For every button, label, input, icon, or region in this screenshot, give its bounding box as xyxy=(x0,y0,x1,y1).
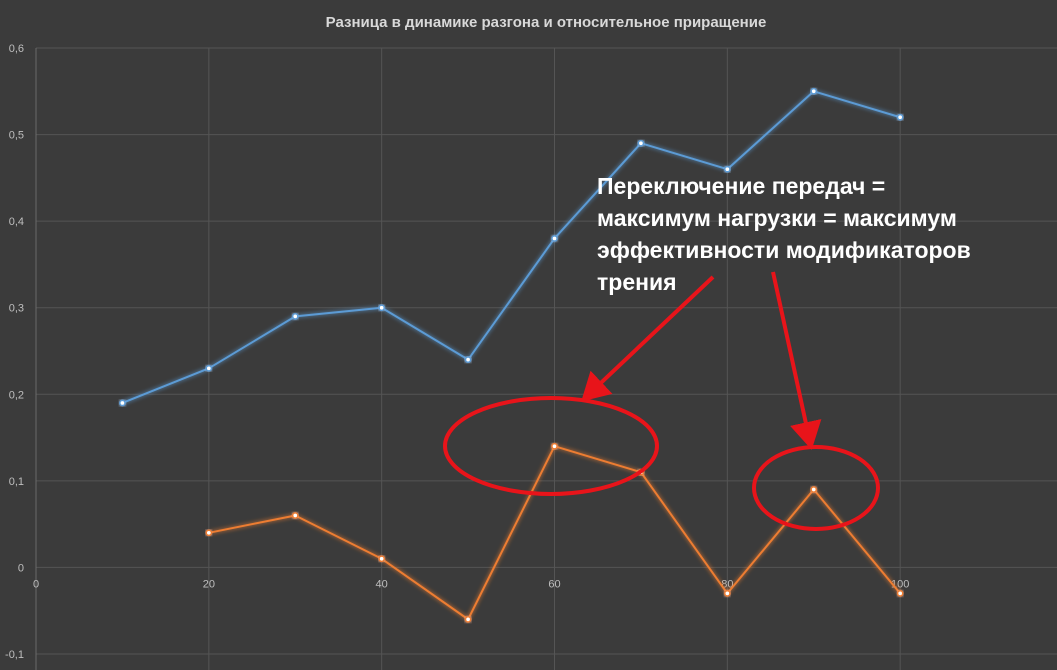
data-point xyxy=(723,590,731,597)
data-point xyxy=(637,139,645,147)
annotation-line: эффективности модификаторов xyxy=(597,237,971,263)
annotation-line: трения xyxy=(597,269,677,295)
data-point xyxy=(378,304,386,312)
data-point xyxy=(810,486,818,493)
data-point xyxy=(723,165,731,173)
data-point xyxy=(551,235,558,242)
series-line-1 xyxy=(122,90,901,404)
data-point xyxy=(291,313,299,320)
data-point xyxy=(378,555,386,563)
x-tick-label: 40 xyxy=(376,578,388,590)
highlight-ellipse-60 xyxy=(443,396,659,496)
annotation-line: максимум нагрузки = максимум xyxy=(597,205,957,231)
data-point xyxy=(464,356,472,364)
data-point xyxy=(119,399,126,407)
y-tick-label: -0,1 xyxy=(5,649,24,661)
data-point xyxy=(810,87,818,95)
y-tick-label: 0 xyxy=(18,562,24,574)
grid xyxy=(35,47,1057,670)
data-point xyxy=(464,616,472,623)
y-tick-label: 0,6 xyxy=(9,43,24,55)
annotation-line: Переключение передач = xyxy=(597,173,885,199)
annotation-markers xyxy=(443,271,880,531)
data-point xyxy=(896,113,904,121)
x-tick-label: 20 xyxy=(203,578,215,590)
annotation-arrow-left xyxy=(581,275,715,402)
data-point xyxy=(551,442,558,450)
y-tick-label: 0,5 xyxy=(9,130,24,142)
data-point xyxy=(205,364,213,372)
data-point xyxy=(896,590,904,597)
annotation-arrow-right xyxy=(771,271,822,450)
y-tick-label: 0,3 xyxy=(9,303,24,315)
data-point xyxy=(205,529,213,537)
data-point xyxy=(291,512,299,519)
annotation-text: Переключение передач = максимум нагрузки… xyxy=(597,173,977,295)
x-tick-label: 60 xyxy=(548,578,560,590)
y-tick-label: 0,2 xyxy=(9,389,24,401)
y-tick-label: 0,1 xyxy=(9,476,24,488)
tick-labels: -0,100,10,20,30,40,50,60 20 40 60 80 100 xyxy=(5,43,909,661)
y-tick-label: 0,4 xyxy=(9,216,24,228)
chart-title: Разница в динамике разгона и относительн… xyxy=(326,14,767,31)
x-tick-label: 0 xyxy=(33,578,39,590)
